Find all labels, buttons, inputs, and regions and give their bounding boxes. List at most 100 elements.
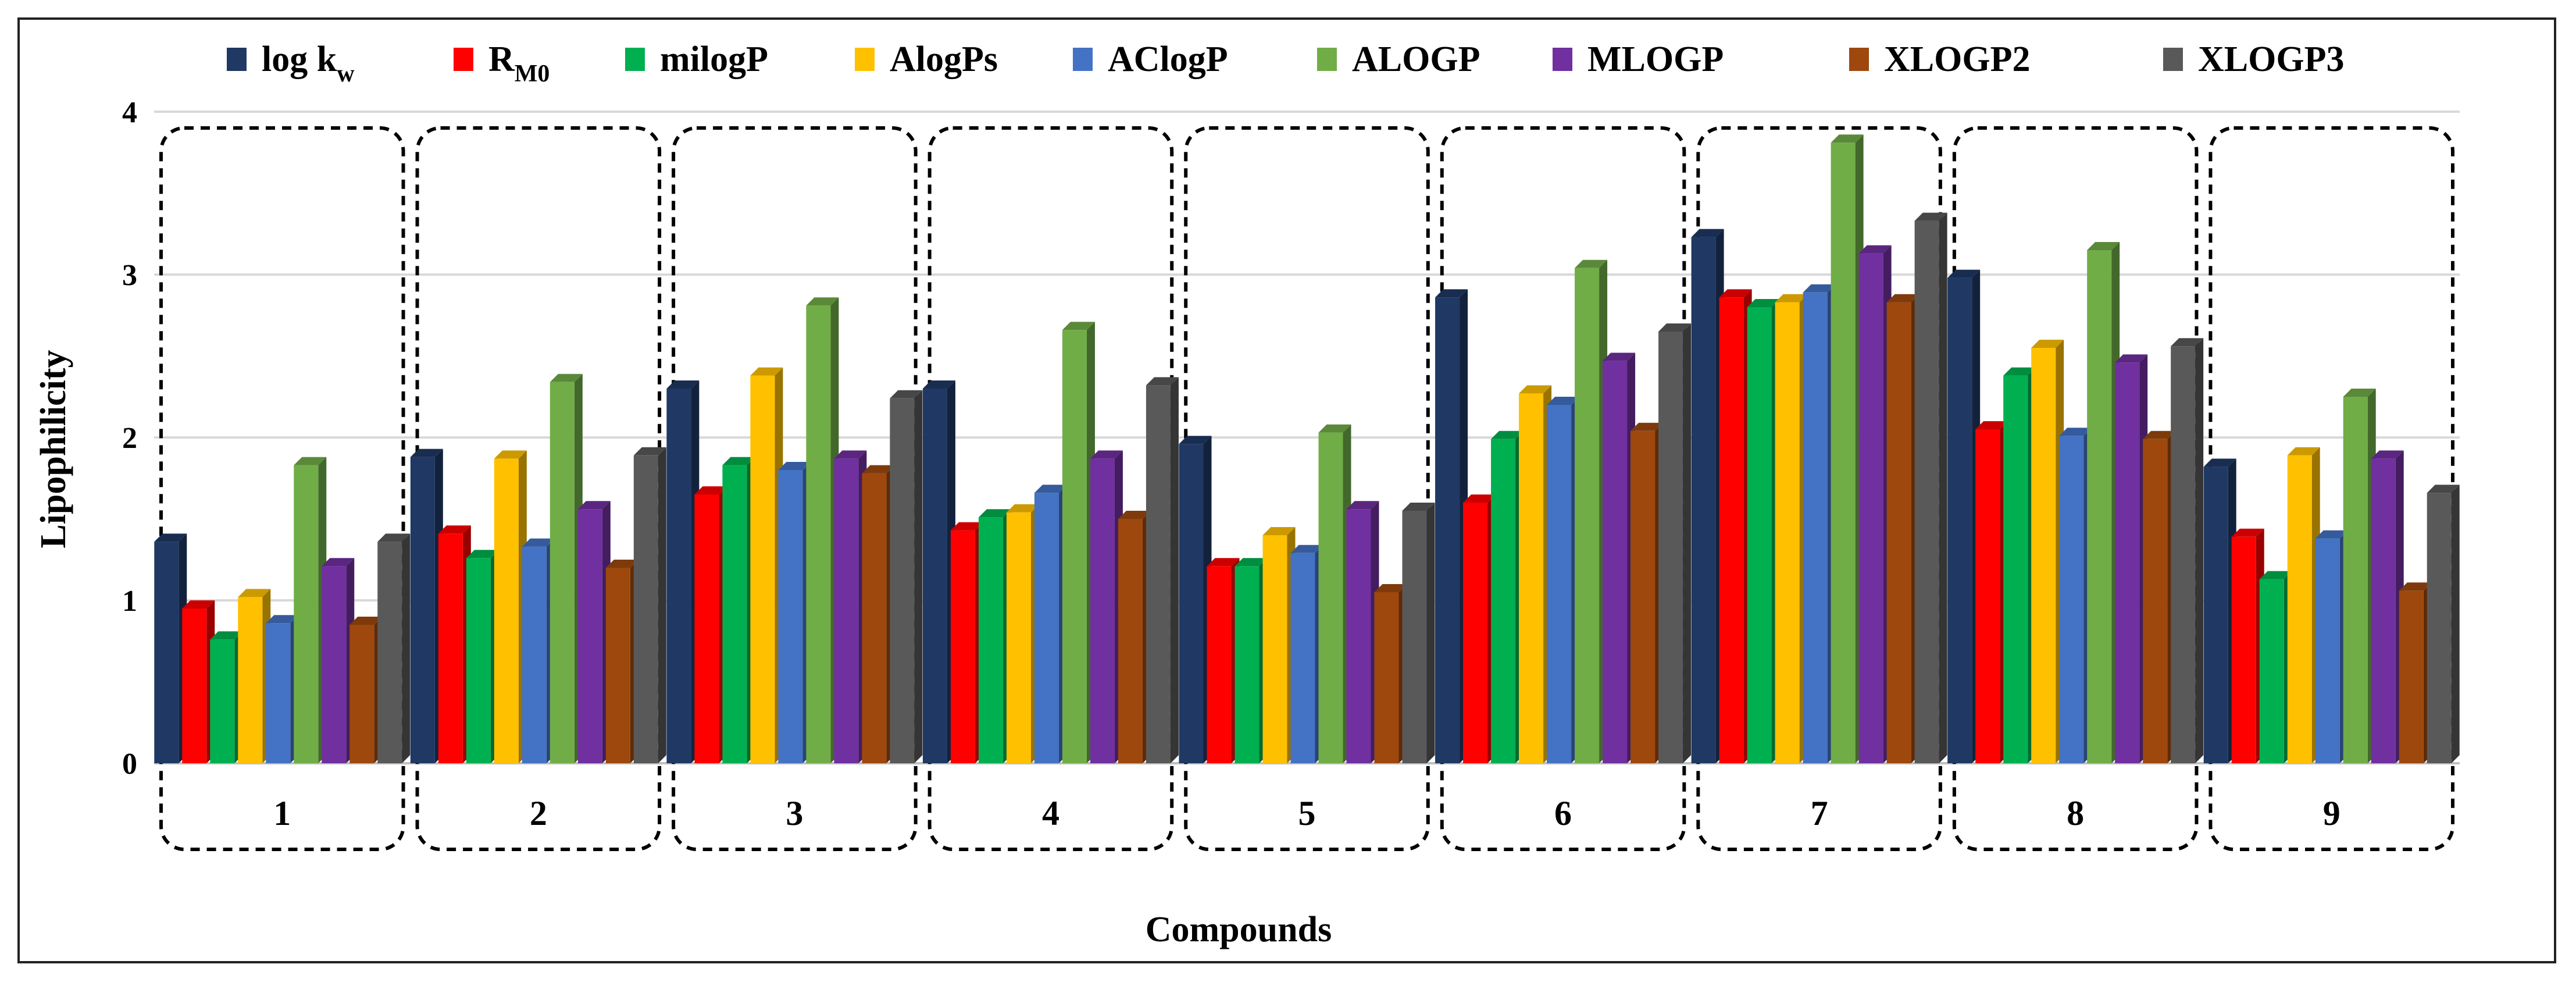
category-label: 6 (1554, 794, 1572, 832)
bar-front (550, 382, 575, 763)
bar-alogps-compound-4 (1006, 504, 1039, 763)
bar-log-k-compound-8 (1947, 269, 1981, 764)
bar-front (2315, 538, 2340, 763)
bar-front (1803, 292, 1828, 763)
bar-top (2259, 571, 2292, 579)
y-tick-label: 2 (122, 422, 137, 455)
bar-top (494, 450, 527, 459)
bar-top (1463, 494, 1496, 503)
bar-front (1575, 268, 1600, 763)
bar-top (2003, 367, 2036, 376)
bar-xlogp3-compound-7 (1914, 212, 1947, 764)
bar-mlogp-compound-8 (2115, 354, 2148, 763)
bar-milogp-compound-8 (2003, 367, 2036, 763)
bar-top (577, 501, 611, 510)
bar-top (1975, 421, 2008, 429)
legend-item: log kw (227, 40, 355, 87)
bar-r-compound-3 (694, 486, 727, 763)
bar-aclogp-compound-5 (1290, 545, 1323, 763)
bar-top (1747, 299, 1780, 307)
bar-front (1262, 535, 1287, 763)
legend-item: RM0 (454, 40, 550, 87)
bar-top (1886, 294, 1919, 303)
category-labels: 1 2 3 4 5 6 7 8 9 (273, 794, 2340, 832)
bar-top (266, 615, 299, 624)
bar-front (834, 458, 859, 763)
legend-swatch (1073, 48, 1093, 71)
bar-front (182, 609, 207, 763)
bar-front (1719, 297, 1744, 763)
bar-side (1683, 323, 1692, 763)
bar-mlogp-compound-5 (1346, 501, 1379, 763)
bar-top (210, 631, 243, 640)
bar-front (750, 375, 775, 763)
bar-top (550, 373, 583, 382)
bar-front (2115, 362, 2140, 763)
bar-front (1658, 332, 1683, 763)
bar-top (410, 449, 443, 457)
bar-top (294, 457, 327, 465)
bar-top (1346, 501, 1379, 510)
bar-mlogp-compound-4 (1090, 450, 1123, 763)
bar-side (2195, 338, 2204, 763)
bar-xlogp2-compound-3 (862, 465, 895, 763)
bar-front (1235, 566, 1260, 763)
bar-milogp-compound-1 (210, 631, 243, 763)
bar-top (522, 538, 555, 547)
bar-front (1146, 385, 1171, 763)
bar-top (1914, 212, 1947, 221)
bar-front (806, 305, 831, 763)
bar-top (238, 589, 271, 597)
bar-top (438, 525, 471, 534)
bar-log-k-compound-2 (410, 449, 443, 763)
legend-label-main: R (488, 40, 515, 79)
y-axis-ticks: 0 1 2 3 4 (122, 96, 137, 781)
bar-front (666, 389, 691, 763)
legend-item: ALOGP (1317, 40, 1480, 79)
bar-r-compound-9 (2231, 528, 2264, 763)
bar-top (806, 297, 839, 306)
compound-box (159, 126, 405, 851)
compound-box (1952, 126, 2199, 851)
bar-milogp-compound-2 (466, 550, 499, 763)
legend-label-main: AClogP (1108, 40, 1228, 79)
legend-label: RM0 (488, 40, 550, 87)
bar-top (1006, 504, 1039, 513)
bar-front (154, 542, 179, 763)
bar-aclogp-compound-8 (2059, 428, 2092, 763)
bar-top (1630, 422, 1664, 431)
bar-front (1090, 458, 1115, 763)
legend-swatch (625, 48, 645, 71)
bar-top (1090, 450, 1123, 459)
bar-top (2231, 528, 2264, 537)
bar-top (2115, 354, 2148, 363)
bar-top (2031, 340, 2064, 348)
bar-front (1603, 361, 1628, 763)
bar-front (294, 465, 319, 763)
bar-top (154, 533, 187, 542)
bar-r-compound-7 (1719, 289, 1752, 763)
bar-side (2451, 485, 2460, 763)
bar-log-k-compound-1 (154, 533, 187, 763)
bar-aclogp-compound-9 (2315, 530, 2348, 763)
bar-front (2203, 467, 2228, 763)
bar-top (2343, 389, 2376, 397)
bar-front (1318, 432, 1343, 763)
bar-top (1547, 397, 1580, 405)
bar-aclogp-compound-2 (522, 538, 555, 763)
bar-front (722, 465, 747, 763)
bar-top (1062, 322, 1095, 330)
bar-xlogp3-compound-1 (377, 533, 411, 763)
bar-top (349, 617, 383, 625)
legend-label: log kw (262, 40, 355, 87)
bar-front (1034, 493, 1059, 763)
bar-xlogp2-compound-7 (1886, 294, 1919, 764)
category-label: 8 (2067, 794, 2084, 832)
bar-mlogp-compound-3 (834, 450, 867, 763)
bar-log-k-compound-3 (666, 380, 700, 763)
bar-top (1691, 229, 1724, 237)
bar-front (2059, 436, 2084, 763)
compound-box (672, 126, 918, 851)
bar-top (2059, 428, 2092, 436)
